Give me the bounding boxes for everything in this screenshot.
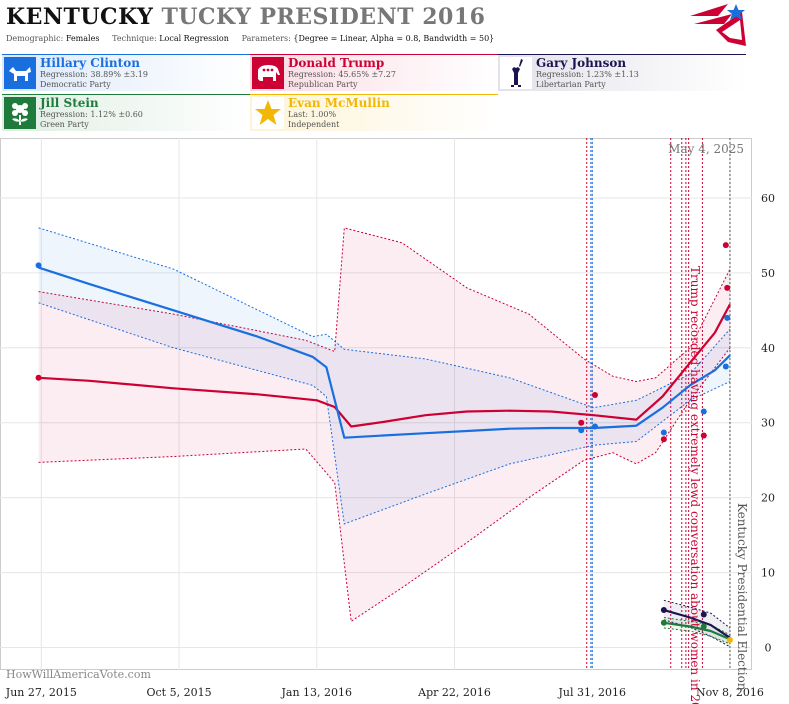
jill-stein-line bbox=[663, 621, 731, 641]
legend-mcmullin-last: Last: 1.00% bbox=[288, 110, 337, 119]
donald-trump-upper-bound bbox=[38, 227, 731, 383]
x-tick-label: Jul 31, 2016 bbox=[557, 686, 626, 699]
legend-trump-regression: Regression: 45.65% ±7.27 bbox=[288, 70, 396, 79]
gary-johnson-upper-bound bbox=[663, 599, 731, 629]
regression-lines bbox=[38, 266, 731, 641]
x-tick-label: Apr 22, 2016 bbox=[417, 686, 491, 699]
hillary-clinton-upper-bound bbox=[38, 227, 731, 409]
confidence-bands bbox=[38, 227, 731, 648]
legend-johnson: Gary Johnson Regression: 1.23% ±1.13 Lib… bbox=[498, 54, 746, 91]
evan-mcmullin-point bbox=[726, 637, 733, 644]
demographic-label: Demographic: bbox=[6, 34, 64, 43]
legend-johnson-name: Gary Johnson bbox=[536, 56, 627, 70]
y-tick-label: 10 bbox=[761, 567, 775, 580]
legend-stein-name: Jill Stein bbox=[40, 96, 99, 110]
page-title: KENTUCKY TUCKY PRESIDENT 2016 bbox=[6, 4, 485, 30]
y-tick-label: 60 bbox=[761, 192, 775, 205]
legend-johnson-party: Libertarian Party bbox=[536, 80, 606, 89]
donkey-icon bbox=[4, 57, 36, 89]
y-tick-label: 30 bbox=[761, 417, 775, 430]
technique-value: Local Regression bbox=[159, 34, 229, 43]
donald-trump-point bbox=[700, 432, 707, 439]
hillary-clinton-line bbox=[38, 266, 731, 439]
gary-johnson-line bbox=[663, 609, 731, 639]
hillary-clinton-point bbox=[700, 408, 707, 415]
hillary-clinton-point bbox=[591, 423, 598, 430]
legend-clinton-regression: Regression: 38.89% ±3.19 bbox=[40, 70, 148, 79]
donald-trump-point bbox=[591, 392, 598, 399]
date-stamp: May 4, 2025 bbox=[668, 142, 744, 156]
axis-ticks: Jun 27, 2015 Oct 5, 2015 Jan 13, 2016 Apr 2… bbox=[5, 192, 775, 699]
watermark: HowWillAmericaVote.com bbox=[6, 668, 151, 681]
hillary-clinton-point bbox=[724, 314, 731, 321]
event-lines bbox=[586, 138, 731, 670]
x-tick-label: Oct 5, 2015 bbox=[147, 686, 212, 699]
donald-trump-point bbox=[578, 419, 585, 426]
gary-johnson-point bbox=[660, 607, 667, 614]
legend-trump-party: Republican Party bbox=[288, 80, 358, 89]
donald-trump-point bbox=[35, 374, 42, 381]
site-logo-icon bbox=[690, 4, 746, 46]
legend-mcmullin: Evan McMullin Last: 1.00% Independent bbox=[250, 94, 498, 131]
donald-trump-point bbox=[724, 284, 731, 291]
parameters-label: Parameters: bbox=[241, 34, 291, 43]
gary-johnson-point bbox=[700, 611, 707, 618]
y-tick-label: 40 bbox=[761, 342, 775, 355]
x-tick-label: Jan 13, 2016 bbox=[281, 686, 353, 699]
parameters-value: {Degree = Linear, Alpha = 0.8, Bandwidth… bbox=[293, 34, 495, 43]
legend-clinton: Hillary Clinton Regression: 38.89% ±3.19… bbox=[2, 54, 250, 91]
technique-label: Technique: bbox=[112, 34, 157, 43]
legend-mcmullin-name: Evan McMullin bbox=[288, 96, 390, 110]
x-tick-label: Nov 8, 2016 bbox=[696, 686, 764, 699]
legend-clinton-name: Hillary Clinton bbox=[40, 56, 140, 70]
demographic-value: Females bbox=[65, 34, 100, 43]
poll-chart: Jun 27, 2015 Oct 5, 2015 Jan 13, 2016 Apr 2… bbox=[0, 138, 775, 704]
jill-stein-point bbox=[700, 623, 707, 630]
chart-header: KENTUCKY TUCKY PRESIDENT 2016 Demographi… bbox=[0, 0, 789, 50]
y-tick-label: 50 bbox=[761, 267, 775, 280]
hillary-clinton-lower-bound bbox=[38, 302, 731, 525]
jill-stein-upper-bound bbox=[663, 617, 731, 636]
donald-trump-point bbox=[660, 436, 667, 443]
donald-trump-point bbox=[722, 242, 729, 249]
poll-points bbox=[35, 242, 733, 644]
x-tick-label: Jun 27, 2015 bbox=[5, 686, 77, 699]
legend-stein: Jill Stein Regression: 1.12% ±0.60 Green… bbox=[2, 94, 250, 131]
hillary-clinton-point bbox=[722, 363, 729, 370]
hillary-clinton-point bbox=[660, 429, 667, 436]
star-icon bbox=[252, 97, 284, 129]
legend-stein-regression: Regression: 1.12% ±0.60 bbox=[40, 110, 143, 119]
flower-icon bbox=[4, 97, 36, 129]
jill-stein-lower-bound bbox=[663, 627, 731, 645]
liberty-statue-icon bbox=[500, 57, 532, 89]
y-tick-label: 0 bbox=[765, 642, 772, 655]
jill-stein-point bbox=[660, 619, 667, 626]
plot-frame bbox=[0, 138, 752, 670]
legend-clinton-party: Democratic Party bbox=[40, 80, 111, 89]
annotations: Trump recorded having extremely lewd con… bbox=[688, 266, 749, 704]
election-annotation: Kentucky Presidential Election bbox=[735, 503, 749, 691]
title-rest: TUCKY PRESIDENT 2016 bbox=[161, 4, 486, 30]
gary-johnson-band bbox=[663, 600, 730, 647]
hillary-clinton-point bbox=[578, 427, 585, 434]
legend-johnson-regression: Regression: 1.23% ±1.13 bbox=[536, 70, 639, 79]
legend-stein-party: Green Party bbox=[40, 120, 89, 129]
title-state: KENTUCKY bbox=[6, 4, 154, 30]
donald-trump-band bbox=[38, 227, 731, 622]
donald-trump-lower-bound bbox=[38, 347, 731, 623]
event-annotation: Trump recorded having extremely lewd con… bbox=[688, 266, 702, 704]
hillary-clinton-band bbox=[38, 227, 731, 524]
donald-trump-line bbox=[38, 303, 731, 428]
y-tick-label: 20 bbox=[761, 492, 775, 505]
hillary-clinton-point bbox=[35, 262, 42, 269]
legend-trump: Donald Trump Regression: 45.65% ±7.27 Re… bbox=[250, 54, 498, 91]
parameters-line: Demographic: Females Technique: Local Re… bbox=[6, 34, 494, 43]
elephant-icon bbox=[252, 57, 284, 89]
legend-trump-name: Donald Trump bbox=[288, 56, 385, 70]
legend-mcmullin-party: Independent bbox=[288, 120, 340, 129]
